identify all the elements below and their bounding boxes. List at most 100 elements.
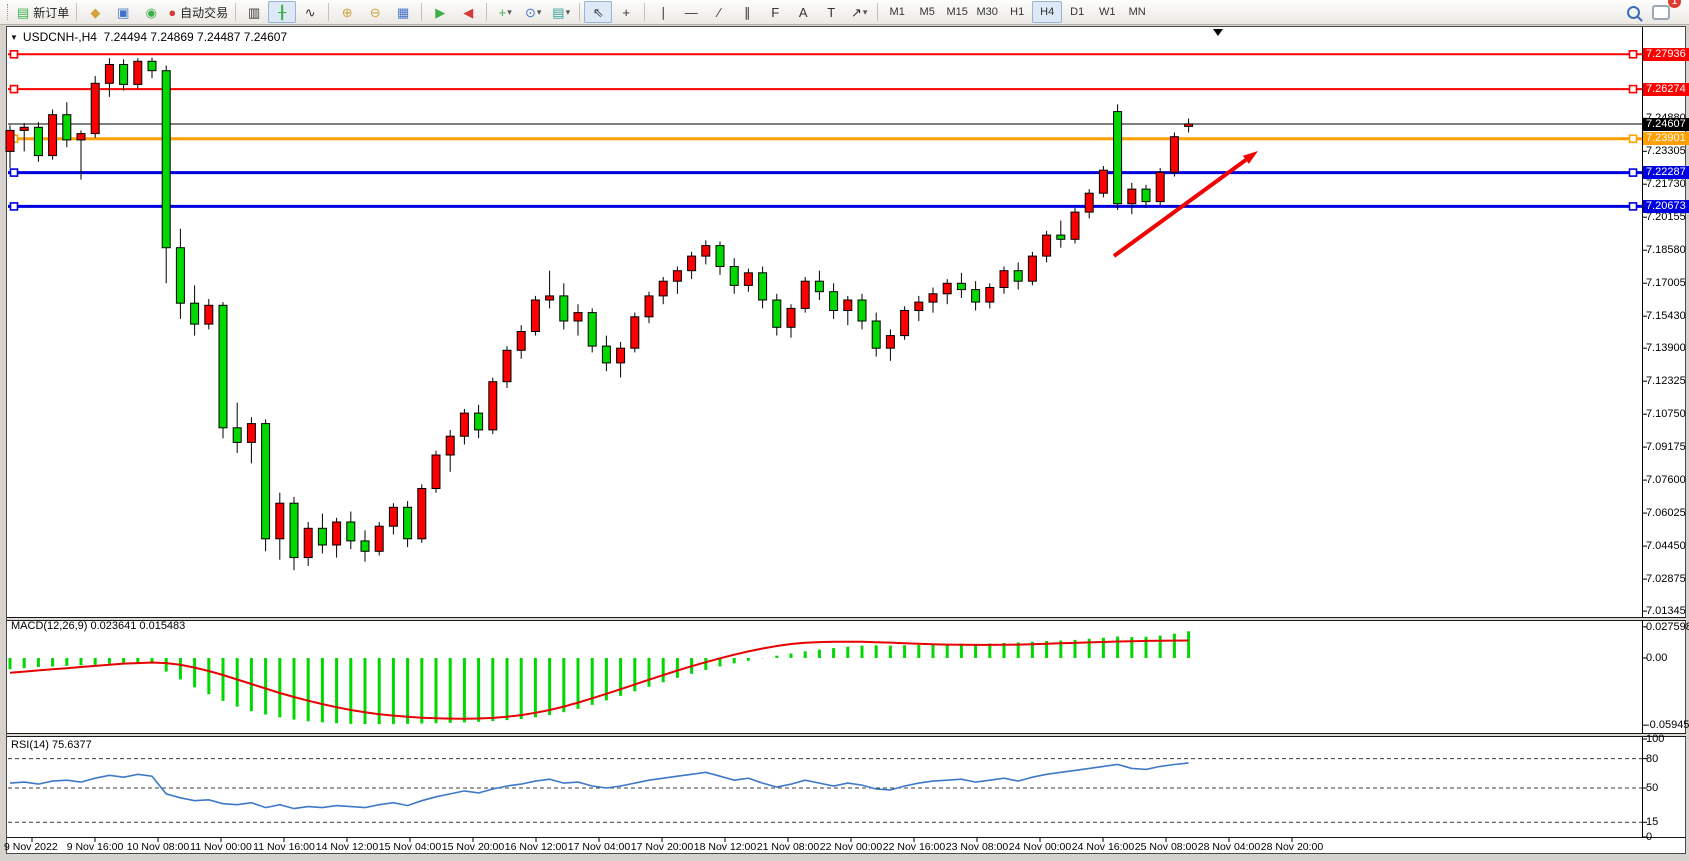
time-label: 15 Nov 20:00 (441, 841, 505, 853)
time-label: 28 Nov 20:00 (1260, 841, 1324, 853)
timeframe-button-h1[interactable]: H1 (1010, 6, 1025, 18)
indicators-button[interactable]: + ▾ (491, 1, 519, 23)
timeframe-button-w1[interactable]: W1 (1098, 6, 1116, 18)
fibonacci-icon: F (771, 4, 780, 20)
template-icon: ▤ (552, 4, 565, 20)
price-tick-7.21730: 7.21730 (1646, 178, 1686, 191)
price-chart-pane[interactable] (7, 27, 1642, 617)
search-button[interactable] (1619, 1, 1647, 23)
price-tick-7.09175: 7.09175 (1646, 441, 1686, 454)
indicators-add-icon: + (498, 4, 507, 20)
price-tick-7.07600: 7.07600 (1646, 474, 1686, 487)
rsi-label: RSI(14) 75.6377 (11, 739, 92, 751)
shapes-button[interactable]: ↗ ▾ (845, 1, 873, 23)
time-label: 11 Nov 00:00 (190, 841, 252, 853)
chart-title: ▼ USDCNH-,H4 7.24494 7.24869 7.24487 7.24… (10, 30, 287, 44)
price-line-label-7.22287[interactable]: 7.22287 (1643, 166, 1689, 180)
timeframe-button-m15[interactable]: M15 (946, 6, 968, 18)
auto-trade-button[interactable]: ● 自动交易 (165, 1, 231, 23)
vertical-line-button[interactable]: ∣ (649, 1, 677, 23)
horizontal-line-button[interactable]: ― (677, 1, 705, 23)
rsi-tick-50: 50 (1646, 782, 1659, 794)
ohlc-values: 7.24494 7.24869 7.24487 7.24607 (103, 30, 288, 44)
rsi-pane[interactable] (7, 737, 1642, 837)
crosshair-icon: + (622, 4, 630, 20)
chart-shift-button[interactable]: ◀ (454, 1, 482, 23)
macd-pane[interactable] (7, 621, 1642, 733)
signals-icon: ◉ (145, 4, 157, 20)
horizontal-line-icon: ― (684, 4, 698, 20)
macd-label: MACD(12,26,9) 0.023641 0.015483 (11, 620, 186, 632)
time-label: 11 Nov 16:00 (253, 841, 315, 853)
chevron-down-icon: ▾ (507, 6, 512, 17)
timeframe-button-h4[interactable]: H4 (1032, 1, 1063, 23)
chart-dropdown-icon[interactable]: ▼ (10, 33, 18, 42)
candlestick-chart-button[interactable]: ╂ (268, 1, 297, 23)
text-button[interactable]: A (789, 1, 817, 23)
crosshair-button[interactable]: + (612, 1, 640, 23)
macd-tick--0.059456: -0.059456 (1646, 719, 1689, 732)
price-line-label-7.23901[interactable]: 7.23901 (1643, 132, 1689, 146)
auto-trade-label: 自动交易 (180, 5, 229, 20)
fibonacci-button[interactable]: F (761, 1, 789, 23)
rsi-tick-15: 15 (1646, 816, 1659, 829)
timeframe-button-m30[interactable]: M30 (976, 6, 998, 18)
time-label: 25 Nov 08:00 (1134, 841, 1198, 853)
toolbar-drag-handle[interactable] (7, 4, 11, 20)
new-order-button[interactable]: ▤ 新订单 (14, 1, 72, 23)
line-chart-button[interactable]: ∿ (296, 1, 324, 23)
price-axis-separator (1642, 27, 1643, 837)
signals-button[interactable]: ◉ (137, 1, 165, 23)
price-line-label-7.20673[interactable]: 7.20673 (1643, 199, 1689, 213)
templates-button[interactable]: ▤ ▾ (547, 1, 575, 23)
price-tick-7.13900: 7.13900 (1646, 342, 1686, 355)
shapes-icon: ↗ (850, 4, 862, 20)
timeframe-button-mn[interactable]: MN (1128, 6, 1146, 18)
candlestick-chart-icon: ╂ (278, 4, 287, 20)
macd-tick-0.027598: 0.027598 (1646, 620, 1689, 633)
price-line-label-7.26274[interactable]: 7.26274 (1643, 82, 1689, 96)
timeframe-button-m5[interactable]: M5 (919, 6, 935, 18)
zoom-out-button[interactable]: ⊖ (361, 1, 389, 23)
price-line-label-7.27936[interactable]: 7.27936 (1643, 47, 1689, 61)
pane-divider-rsi[interactable] (7, 733, 1686, 737)
toolbar-separator (328, 3, 330, 21)
time-label: 28 Nov 04:00 (1197, 841, 1261, 853)
equidistant-channel-button[interactable]: ∥ (733, 1, 761, 23)
time-label: 17 Nov 04:00 (567, 841, 631, 853)
cursor-button[interactable]: ⇖ (584, 1, 613, 23)
time-label: 10 Nov 08:00 (126, 841, 190, 853)
chat-button[interactable]: 1 (1647, 0, 1681, 23)
bar-chart-button[interactable]: ▥ (240, 1, 268, 23)
symbol-label: USDCNH-,H4 (22, 30, 97, 44)
time-label: 23 Nov 08:00 (945, 841, 1009, 853)
price-tick-7.10750: 7.10750 (1646, 408, 1686, 421)
timeframe-group: M1 M5 M15 M30 H1 H4 D1 W1 MN (882, 1, 1152, 23)
price-tick-7.18580: 7.18580 (1646, 244, 1686, 257)
new-order-icon: ▤ (17, 4, 30, 20)
toolbar-separator (579, 3, 581, 21)
vertical-line-icon: ∣ (659, 4, 667, 20)
time-label: 15 Nov 04:00 (378, 841, 442, 853)
auto-scroll-button[interactable]: ▶ (426, 1, 454, 23)
timeframe-button-d1[interactable]: D1 (1070, 6, 1085, 18)
text-label-button[interactable]: T (817, 1, 845, 23)
zoom-in-icon: ⊕ (341, 4, 353, 20)
time-label: 22 Nov 00:00 (819, 841, 883, 853)
timeframe-button-m1[interactable]: M1 (889, 6, 905, 18)
price-tick-7.17005: 7.17005 (1646, 277, 1686, 290)
zoom-in-button[interactable]: ⊕ (333, 1, 361, 23)
tile-windows-button[interactable]: ▦ (389, 1, 417, 23)
toolbar-separator (486, 3, 488, 21)
navigator-icon: ▣ (117, 4, 130, 20)
pane-divider-macd[interactable] (7, 617, 1686, 621)
price-tick-7.12325: 7.12325 (1646, 375, 1686, 388)
trendline-button[interactable]: ∕ (705, 1, 733, 23)
periods-button[interactable]: ⊙ ▾ (519, 1, 547, 23)
market-watch-button[interactable]: ◆ (81, 1, 109, 23)
toolbar-separator (76, 3, 78, 21)
chevron-down-icon: ▾ (862, 6, 868, 17)
line-chart-icon: ∿ (304, 4, 316, 20)
navigator-button[interactable]: ▣ (109, 1, 137, 23)
rsi-tick-100: 100 (1646, 733, 1665, 745)
